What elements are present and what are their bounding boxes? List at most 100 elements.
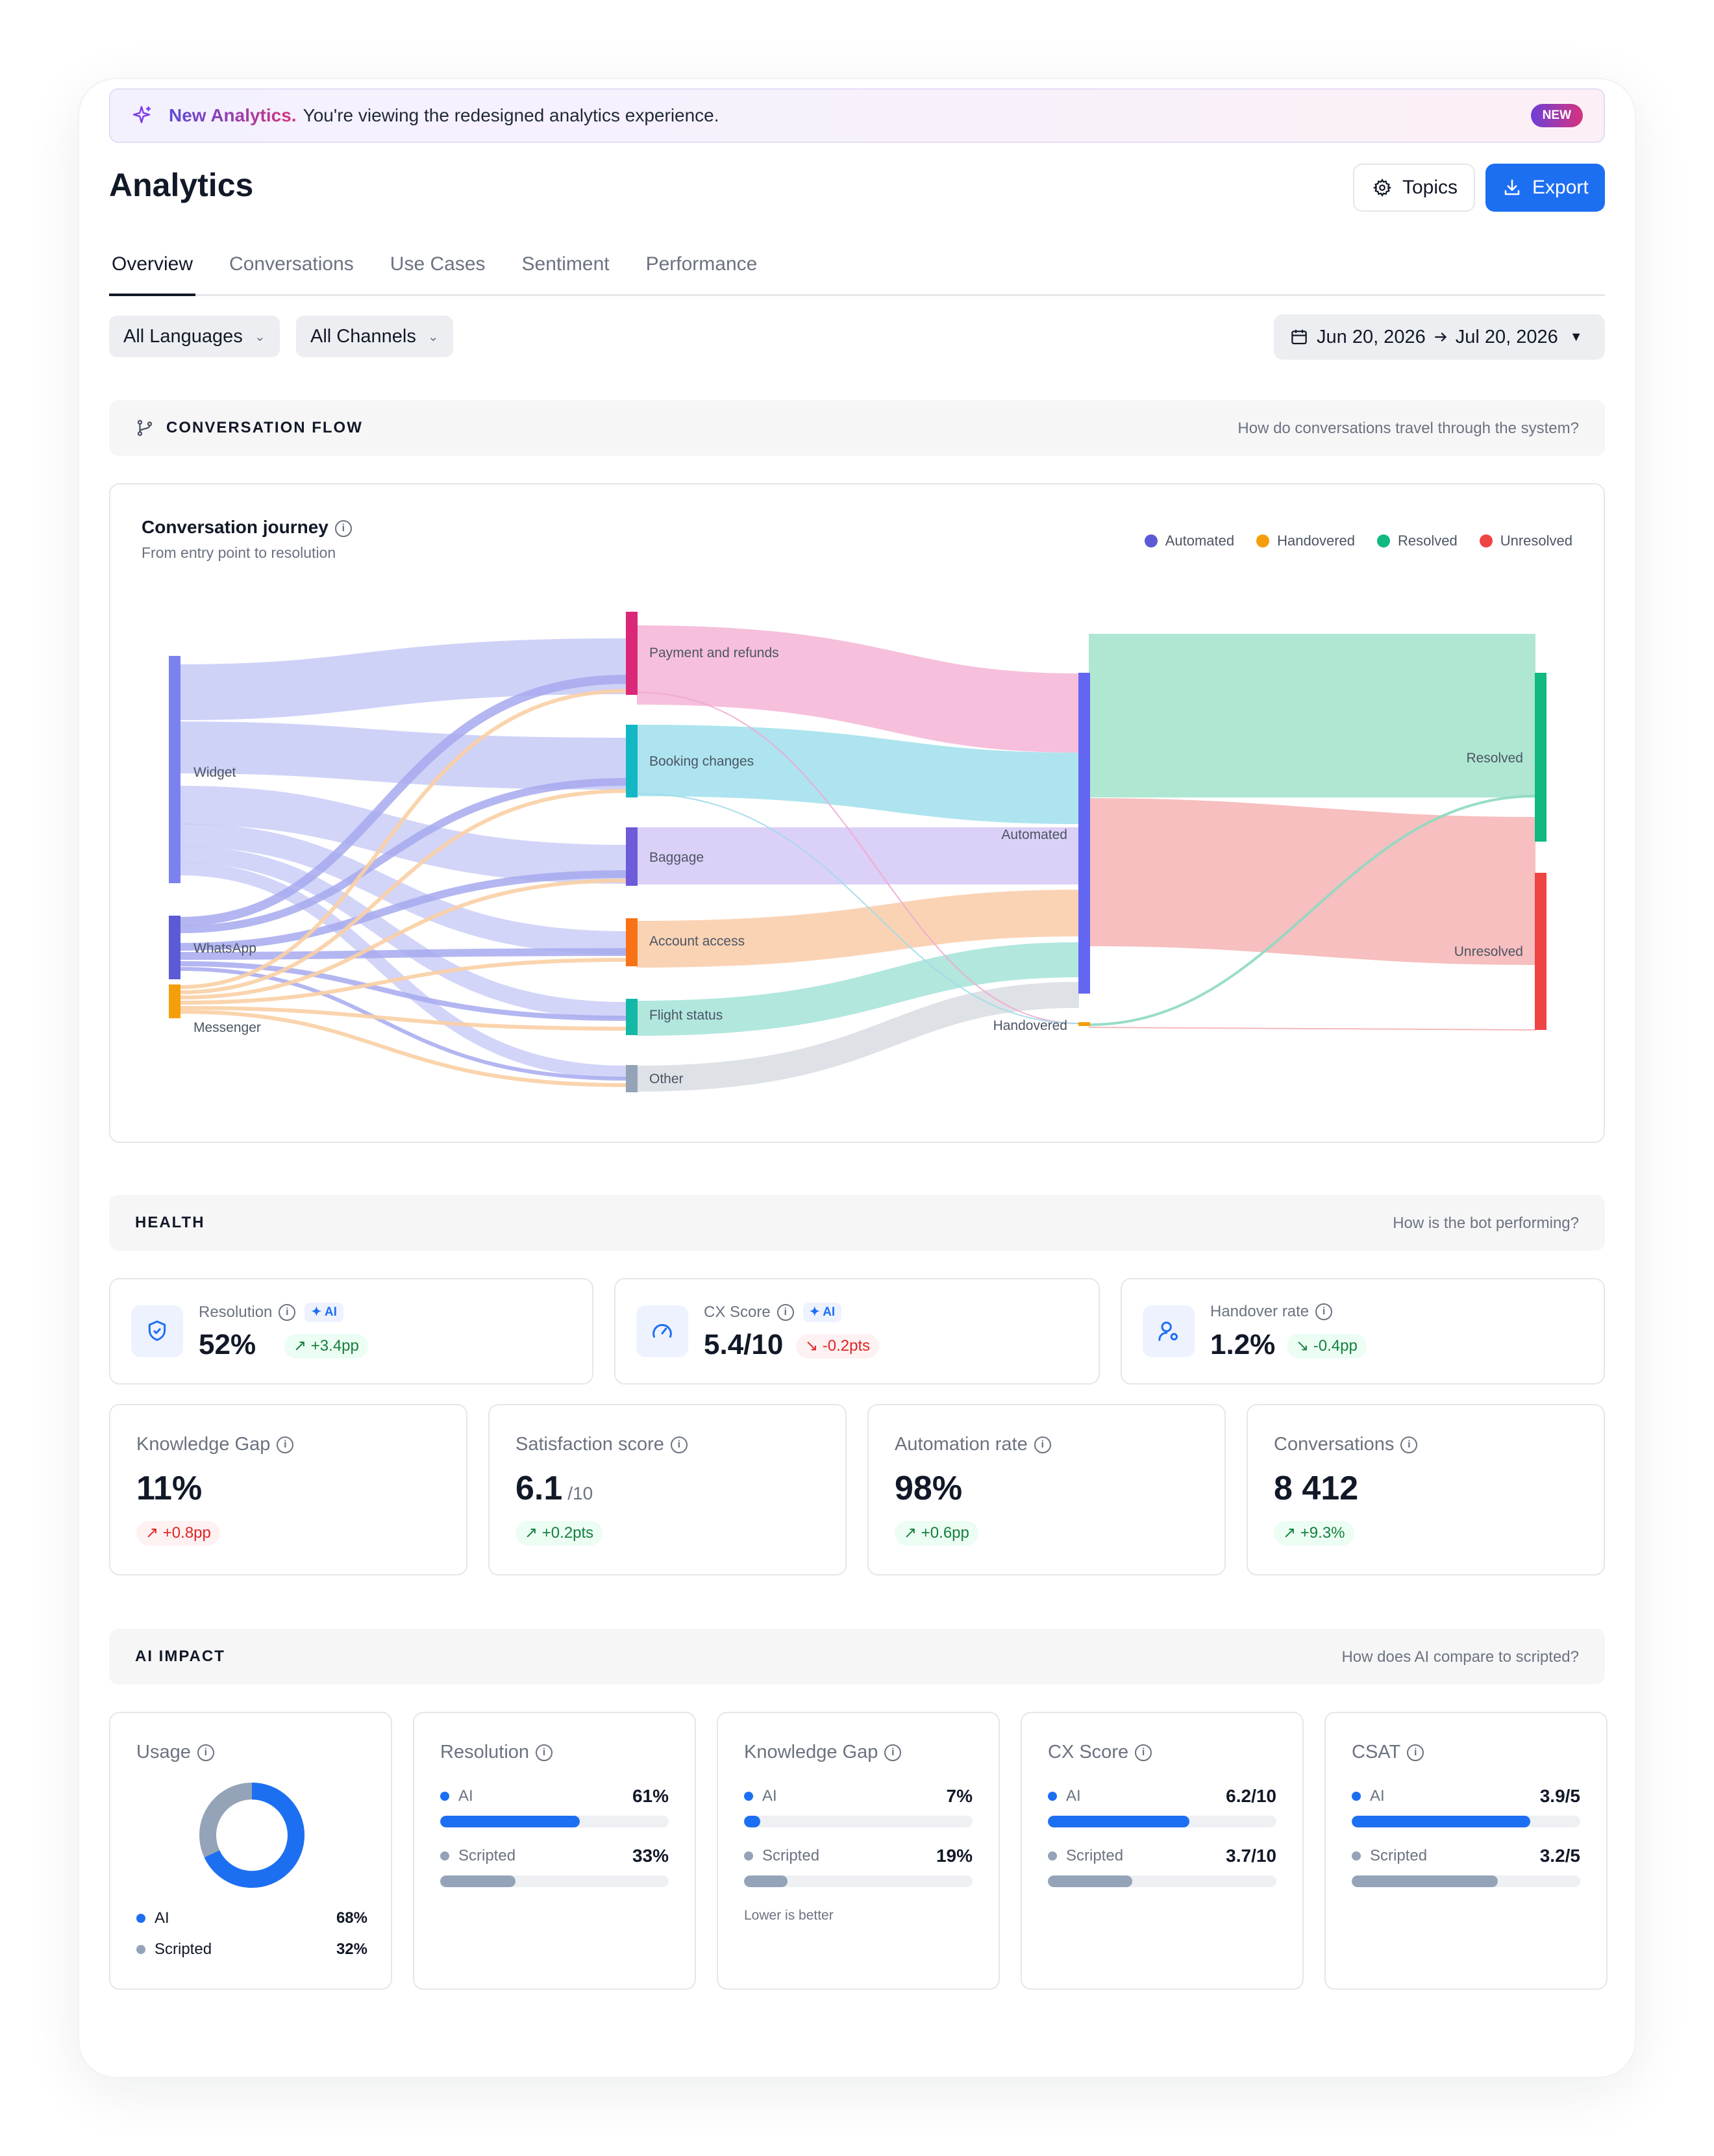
section-label: CONVERSATION FLOW xyxy=(166,419,363,436)
calendar-icon xyxy=(1291,329,1307,345)
bar-value: 6.2/10 xyxy=(1226,1786,1276,1806)
bar-track xyxy=(1048,1816,1276,1827)
delta-badge: ↗ +0.2pts xyxy=(515,1521,603,1546)
info-icon[interactable]: i xyxy=(1400,1436,1418,1453)
comparison-card-csat: CSAT i AI 3.9/5 Scripted 3.2/5 xyxy=(1324,1712,1608,1990)
page-title: Analytics xyxy=(109,167,254,203)
gauge-icon xyxy=(636,1305,688,1357)
info-icon[interactable]: i xyxy=(884,1744,902,1761)
tab-conversations[interactable]: Conversations xyxy=(229,253,354,275)
legend-label: Handovered xyxy=(1277,533,1355,549)
link-messenger-other xyxy=(179,1010,627,1087)
node-resolved xyxy=(1535,673,1546,842)
ai-bar-row: AI 6.2/10 xyxy=(1048,1786,1276,1827)
delta-text: -0.2pts xyxy=(822,1337,871,1355)
legend-handovered: Handovered xyxy=(1256,533,1355,549)
link-booking-automated xyxy=(636,725,1080,824)
tab-use-cases[interactable]: Use Cases xyxy=(390,253,486,275)
legend-dot xyxy=(1144,534,1158,547)
new-analytics-banner: New Analytics. You're viewing the redesi… xyxy=(109,88,1605,143)
trend-down-icon: ↘ xyxy=(1296,1337,1310,1355)
bar-head: AI 7% xyxy=(744,1786,973,1807)
link-widget-booking xyxy=(179,721,627,790)
ai-bar-fill xyxy=(1048,1816,1190,1827)
metric-label: Conversations i xyxy=(1274,1434,1418,1455)
comparison-label: Resolution i xyxy=(440,1742,553,1763)
bar-label: Scripted xyxy=(1370,1847,1428,1864)
delta-text: +0.6pp xyxy=(921,1524,969,1542)
ai-chip-text: AI xyxy=(823,1305,836,1319)
metric-label-text: Automation rate xyxy=(895,1434,1028,1455)
node-flight xyxy=(626,999,638,1035)
tab-performance[interactable]: Performance xyxy=(645,253,758,275)
bar-track xyxy=(1352,1816,1580,1827)
metric-label: Knowledge Gap i xyxy=(136,1434,294,1455)
tab-overview[interactable]: Overview xyxy=(109,247,196,296)
bar-value: 19% xyxy=(936,1846,973,1866)
section-label: AI IMPACT xyxy=(135,1648,225,1665)
metric-value: 6.1/10 xyxy=(515,1469,593,1508)
info-icon[interactable]: i xyxy=(197,1744,214,1761)
info-icon[interactable]: i xyxy=(279,1304,296,1321)
health-card-handover-rate: Handover rate i 1.2% ↘ -0.4pp xyxy=(1121,1278,1605,1385)
legend-dot xyxy=(1048,1851,1057,1861)
donut-ai xyxy=(199,1783,304,1888)
info-icon[interactable]: i xyxy=(670,1436,688,1453)
metric-card-conversations: Conversations i 8 412 ↗ +9.3% xyxy=(1247,1404,1605,1575)
bar-head: Scripted 3.7/10 xyxy=(1048,1846,1276,1866)
date-range-picker[interactable]: Jun 20, 2026 Jul 20, 2026 ▼ xyxy=(1274,314,1605,360)
legend-label: Resolved xyxy=(1398,533,1458,549)
info-icon[interactable]: i xyxy=(1034,1436,1051,1453)
branch-icon xyxy=(137,420,153,436)
label-account: Account access xyxy=(649,934,745,949)
trend-down-icon: ↘ xyxy=(805,1337,819,1355)
bar-track xyxy=(440,1875,669,1887)
export-button[interactable]: Export xyxy=(1485,164,1605,212)
bar-track xyxy=(744,1816,973,1827)
node-unresolved xyxy=(1535,873,1546,1030)
language-filter[interactable]: All Languages ⌄ xyxy=(109,316,280,357)
legend-automated: Automated xyxy=(1144,533,1234,549)
ai-bar-row: AI 61% xyxy=(440,1786,669,1827)
health-label: Handover rate i xyxy=(1210,1303,1333,1321)
scripted-bar-fill xyxy=(440,1875,516,1887)
language-filter-value: All Languages xyxy=(123,325,243,347)
bar-label: AI xyxy=(1370,1787,1385,1805)
link-messenger-booking xyxy=(179,789,627,994)
info-icon[interactable]: i xyxy=(536,1744,553,1761)
bar-head: AI 6.2/10 xyxy=(1048,1786,1276,1807)
metric-label: Satisfaction score i xyxy=(515,1434,688,1455)
topics-button[interactable]: Topics xyxy=(1353,164,1475,212)
node-automated xyxy=(1078,673,1090,994)
channel-filter[interactable]: All Channels ⌄ xyxy=(296,316,453,357)
info-icon[interactable]: i xyxy=(1315,1303,1333,1320)
metric-value: 11% xyxy=(136,1469,207,1508)
usage-legend-scripted: Scripted 32% xyxy=(136,1940,367,1959)
bar-value: 7% xyxy=(946,1786,973,1806)
ai-chip: ✦ AI xyxy=(802,1303,842,1322)
conversation-journey-card: Conversation journey i From entry point t… xyxy=(109,483,1605,1143)
info-icon[interactable]: i xyxy=(277,1436,294,1453)
link-whatsapp-other xyxy=(179,967,627,1081)
bar-value: 33% xyxy=(632,1846,669,1866)
legend-dot xyxy=(744,1851,753,1861)
info-icon[interactable]: i xyxy=(776,1304,794,1321)
info-icon[interactable]: i xyxy=(334,520,352,537)
banner-text: You're viewing the redesigned analytics … xyxy=(303,105,719,125)
bar-key: Scripted xyxy=(744,1847,819,1865)
label-flight: Flight status xyxy=(649,1008,723,1023)
link-messenger-baggage xyxy=(179,879,627,999)
tab-sentiment[interactable]: Sentiment xyxy=(521,253,610,275)
trend-up-icon: ↗ xyxy=(1283,1524,1297,1542)
metric-value-text: 8 412 xyxy=(1274,1470,1359,1507)
bar-label: AI xyxy=(762,1787,777,1805)
tab-bar: Overview Conversations Use Cases Sentime… xyxy=(109,247,1605,296)
info-icon[interactable]: i xyxy=(1135,1744,1152,1761)
delta-badge: ↗ +9.3% xyxy=(1274,1521,1354,1546)
info-icon[interactable]: i xyxy=(1407,1744,1424,1761)
comparison-label-text: CX Score xyxy=(1048,1742,1129,1762)
label-unresolved: Unresolved xyxy=(1454,944,1523,959)
link-whatsapp-baggage xyxy=(179,870,627,951)
link-other-automated xyxy=(636,982,1080,1092)
legend-unresolved: Unresolved xyxy=(1479,533,1572,549)
